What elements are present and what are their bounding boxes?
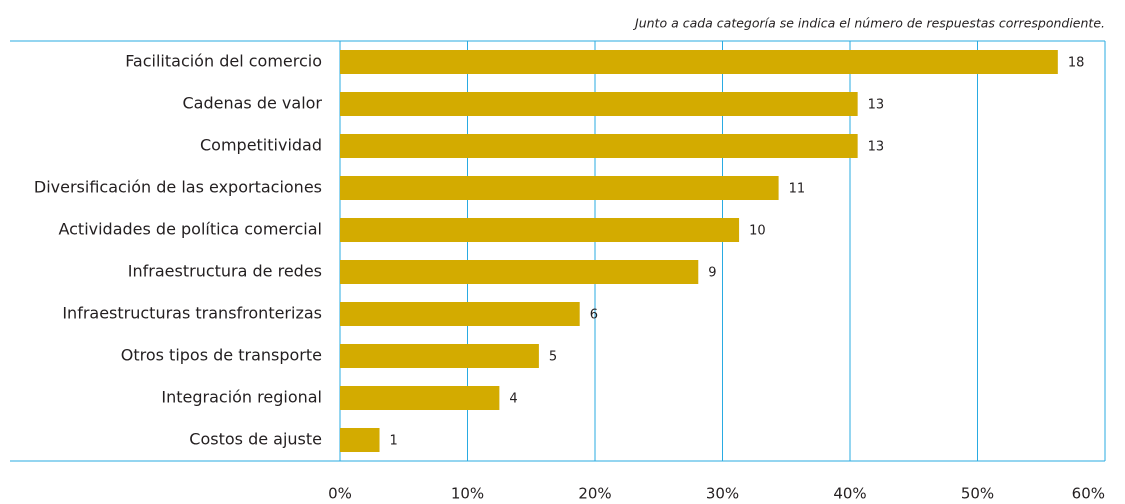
category-label: Actividades de política comercial (58, 220, 322, 239)
category-label: Competitividad (200, 136, 322, 155)
response-count: 9 (708, 266, 716, 281)
response-count: 18 (1068, 56, 1085, 71)
bar (340, 428, 380, 452)
bar (340, 344, 539, 368)
response-count: 6 (590, 308, 598, 323)
category-label: Costos de ajuste (189, 430, 322, 449)
x-tick-label: 60% (1072, 485, 1105, 503)
response-count: 1 (390, 434, 398, 449)
bar (340, 50, 1058, 74)
x-tick-label: 10% (451, 485, 484, 503)
bar (340, 302, 580, 326)
bar (340, 386, 500, 410)
x-tick-label: 0% (328, 485, 352, 503)
bar (340, 92, 858, 116)
response-count: 5 (549, 350, 557, 365)
x-tick-label: 30% (706, 485, 739, 503)
chart-note: Junto a cada categoría se indica el núme… (632, 16, 1105, 31)
bar (340, 260, 699, 284)
response-count: 4 (509, 392, 517, 407)
category-label: Otros tipos de transporte (121, 346, 322, 365)
response-count: 11 (789, 182, 806, 197)
response-count: 10 (749, 224, 766, 239)
category-label: Cadenas de valor (182, 94, 322, 113)
category-label: Facilitación del comercio (125, 52, 322, 71)
category-label: Infraestructura de redes (128, 262, 322, 281)
bar (340, 176, 779, 200)
category-label: Diversificación de las exportaciones (34, 178, 322, 197)
response-count: 13 (868, 98, 885, 113)
category-label: Integración regional (161, 388, 322, 407)
response-count: 13 (868, 140, 885, 155)
bar (340, 134, 858, 158)
bar (340, 218, 740, 242)
x-tick-label: 20% (578, 485, 611, 503)
x-tick-label: 50% (961, 485, 994, 503)
x-tick-label: 40% (833, 485, 866, 503)
category-label: Infraestructuras transfronterizas (62, 304, 322, 323)
